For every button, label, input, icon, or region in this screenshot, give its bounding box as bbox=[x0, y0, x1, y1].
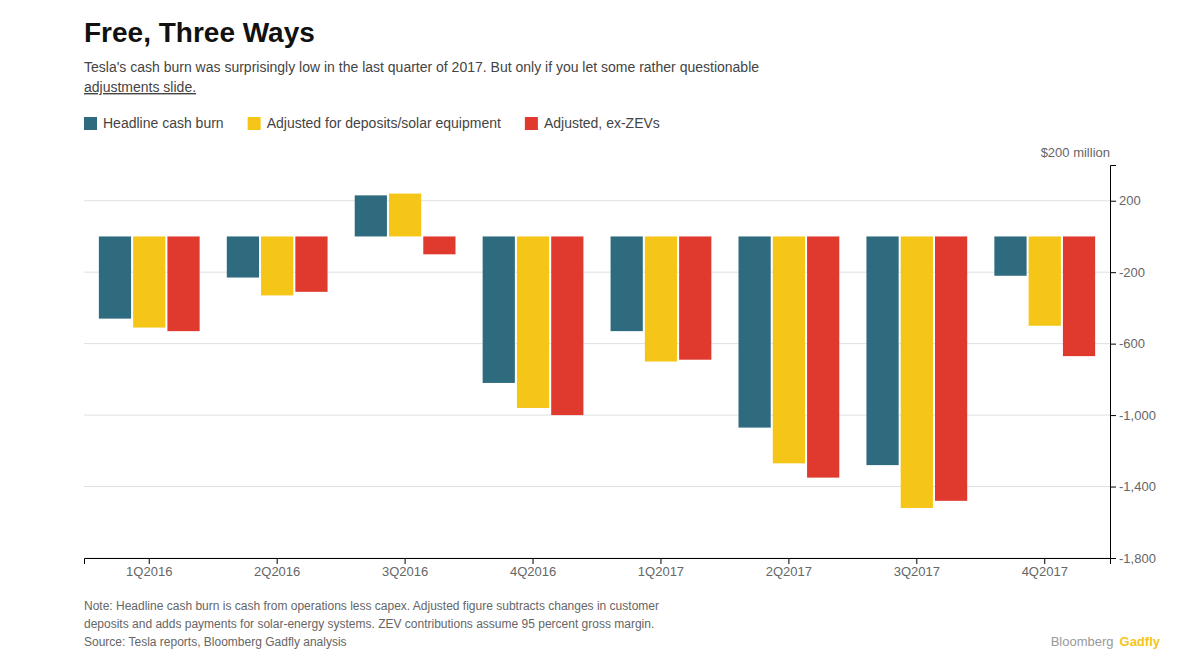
bar bbox=[355, 195, 387, 236]
bar bbox=[423, 236, 455, 254]
y-tick-mark bbox=[1110, 415, 1116, 416]
y-tick: -1,400 bbox=[1110, 479, 1156, 494]
x-tick-mark bbox=[660, 558, 661, 564]
title: Free, Three Ways bbox=[84, 17, 315, 48]
legend-item: Adjusted for deposits/solar equipment bbox=[248, 115, 501, 131]
y-tick-label: -600 bbox=[1119, 336, 1145, 351]
legend-item: Headline cash burn bbox=[84, 115, 224, 131]
note: Source: Tesla reports, Bloomberg Gadfly … bbox=[84, 635, 347, 649]
x-tick: 3Q2016 bbox=[382, 558, 428, 579]
x-tick-label: 2Q2016 bbox=[254, 564, 300, 579]
x-tick-label: 1Q2016 bbox=[126, 564, 172, 579]
y-tick-mark bbox=[1110, 487, 1116, 488]
bar bbox=[739, 236, 771, 427]
y-tick: -600 bbox=[1110, 336, 1145, 351]
bar-series bbox=[167, 236, 1095, 500]
subtitle: adjustments slide. bbox=[84, 79, 196, 95]
chart: Free, Three Ways Tesla's cash burn was su… bbox=[0, 0, 1200, 668]
y-tick-label: 200 bbox=[1119, 193, 1141, 208]
legend-label: Adjusted for deposits/solar equipment bbox=[267, 115, 501, 131]
annotation: $200 million bbox=[1041, 145, 1110, 160]
x-tick-label: 2Q2017 bbox=[766, 564, 812, 579]
x-tick-label: 4Q2017 bbox=[1022, 564, 1068, 579]
x-tick-label: 3Q2017 bbox=[894, 564, 940, 579]
legend-label: Adjusted, ex-ZEVs bbox=[544, 115, 660, 131]
bar bbox=[1029, 236, 1061, 325]
bar bbox=[517, 236, 549, 407]
x-tick-label: 3Q2016 bbox=[382, 564, 428, 579]
bar bbox=[679, 236, 711, 359]
legend-item: Adjusted, ex-ZEVs bbox=[525, 115, 660, 131]
y-tick-mark bbox=[1110, 201, 1116, 202]
x-tick: 1Q2016 bbox=[126, 558, 172, 579]
x-tick: 1Q2017 bbox=[638, 558, 684, 579]
bar bbox=[611, 236, 643, 331]
legend-swatch bbox=[248, 117, 261, 130]
bar-series bbox=[133, 194, 1061, 508]
bar bbox=[167, 236, 199, 331]
branding-text: Bloomberg bbox=[1051, 634, 1114, 649]
y-tick-mark bbox=[1110, 344, 1116, 345]
grid-line bbox=[84, 200, 1110, 201]
branding: Bloomberg Gadfly bbox=[1051, 634, 1161, 649]
bar bbox=[773, 236, 805, 463]
y-axis: 200 -200 -600 -1,000 -1,400 -1,800 bbox=[1110, 166, 1156, 566]
bar bbox=[483, 236, 515, 382]
y-tick: 200 bbox=[1110, 193, 1141, 208]
x-tick-mark bbox=[788, 558, 789, 564]
y-tick-label: -1,800 bbox=[1119, 551, 1156, 566]
x-tick-mark bbox=[916, 558, 917, 564]
bar bbox=[389, 194, 421, 237]
legend: Headline cash burn Adjusted for deposits/… bbox=[84, 115, 660, 131]
x-axis: 1Q2016 2Q2016 3Q2016 4Q2016 1Q2017 2Q2017 3Q20… bbox=[85, 558, 1111, 579]
y-tick: -1,800 bbox=[1110, 551, 1156, 566]
x-tick: 2Q2016 bbox=[254, 558, 300, 579]
x-tick-mark bbox=[405, 558, 406, 564]
bar bbox=[1063, 236, 1095, 356]
x-tick: 3Q2017 bbox=[894, 558, 940, 579]
bar bbox=[645, 236, 677, 361]
bar bbox=[295, 236, 327, 291]
bar bbox=[227, 236, 259, 277]
legend-swatch bbox=[84, 117, 97, 130]
x-tick: 4Q2017 bbox=[1022, 558, 1068, 579]
x-tick-mark bbox=[533, 558, 534, 564]
bar bbox=[551, 236, 583, 415]
grid bbox=[84, 201, 1110, 558]
x-tick: 2Q2017 bbox=[766, 558, 812, 579]
x-axis-line bbox=[85, 559, 1111, 565]
x-tick-mark bbox=[1044, 558, 1045, 564]
bar bbox=[99, 236, 131, 318]
bar-series bbox=[99, 195, 1027, 465]
bar bbox=[261, 236, 293, 295]
subtitle: Tesla's cash burn was surprisingly low i… bbox=[84, 59, 759, 75]
x-tick-mark bbox=[277, 558, 278, 564]
y-tick: -200 bbox=[1110, 265, 1145, 280]
x-tick-label: 4Q2016 bbox=[510, 564, 556, 579]
bar bbox=[866, 236, 898, 465]
y-tick-mark bbox=[1110, 558, 1116, 559]
bars bbox=[99, 194, 1095, 508]
bar bbox=[133, 236, 165, 327]
bar bbox=[994, 236, 1026, 275]
x-tick-label: 1Q2017 bbox=[638, 564, 684, 579]
x-tick-mark bbox=[149, 558, 150, 564]
plot: 1Q2016 2Q2016 3Q2016 4Q2016 1Q2017 2Q2017 3Q20… bbox=[84, 166, 1156, 580]
bar bbox=[901, 236, 933, 508]
bar bbox=[935, 236, 967, 500]
note: Note: Headline cash burn is cash from op… bbox=[84, 599, 659, 613]
branding-text: Gadfly bbox=[1120, 634, 1161, 649]
bar bbox=[807, 236, 839, 477]
legend-label: Headline cash burn bbox=[103, 115, 224, 131]
y-tick-label: -200 bbox=[1119, 265, 1145, 280]
y-tick-mark bbox=[1110, 272, 1116, 273]
note: deposits and adds payments for solar-ene… bbox=[84, 617, 654, 631]
y-tick-label: -1,000 bbox=[1119, 408, 1156, 423]
y-axis-line bbox=[1111, 166, 1117, 559]
x-tick: 4Q2016 bbox=[510, 558, 556, 579]
y-tick-label: -1,400 bbox=[1119, 479, 1156, 494]
y-tick: -1,000 bbox=[1110, 408, 1156, 423]
legend-swatch bbox=[525, 117, 538, 130]
